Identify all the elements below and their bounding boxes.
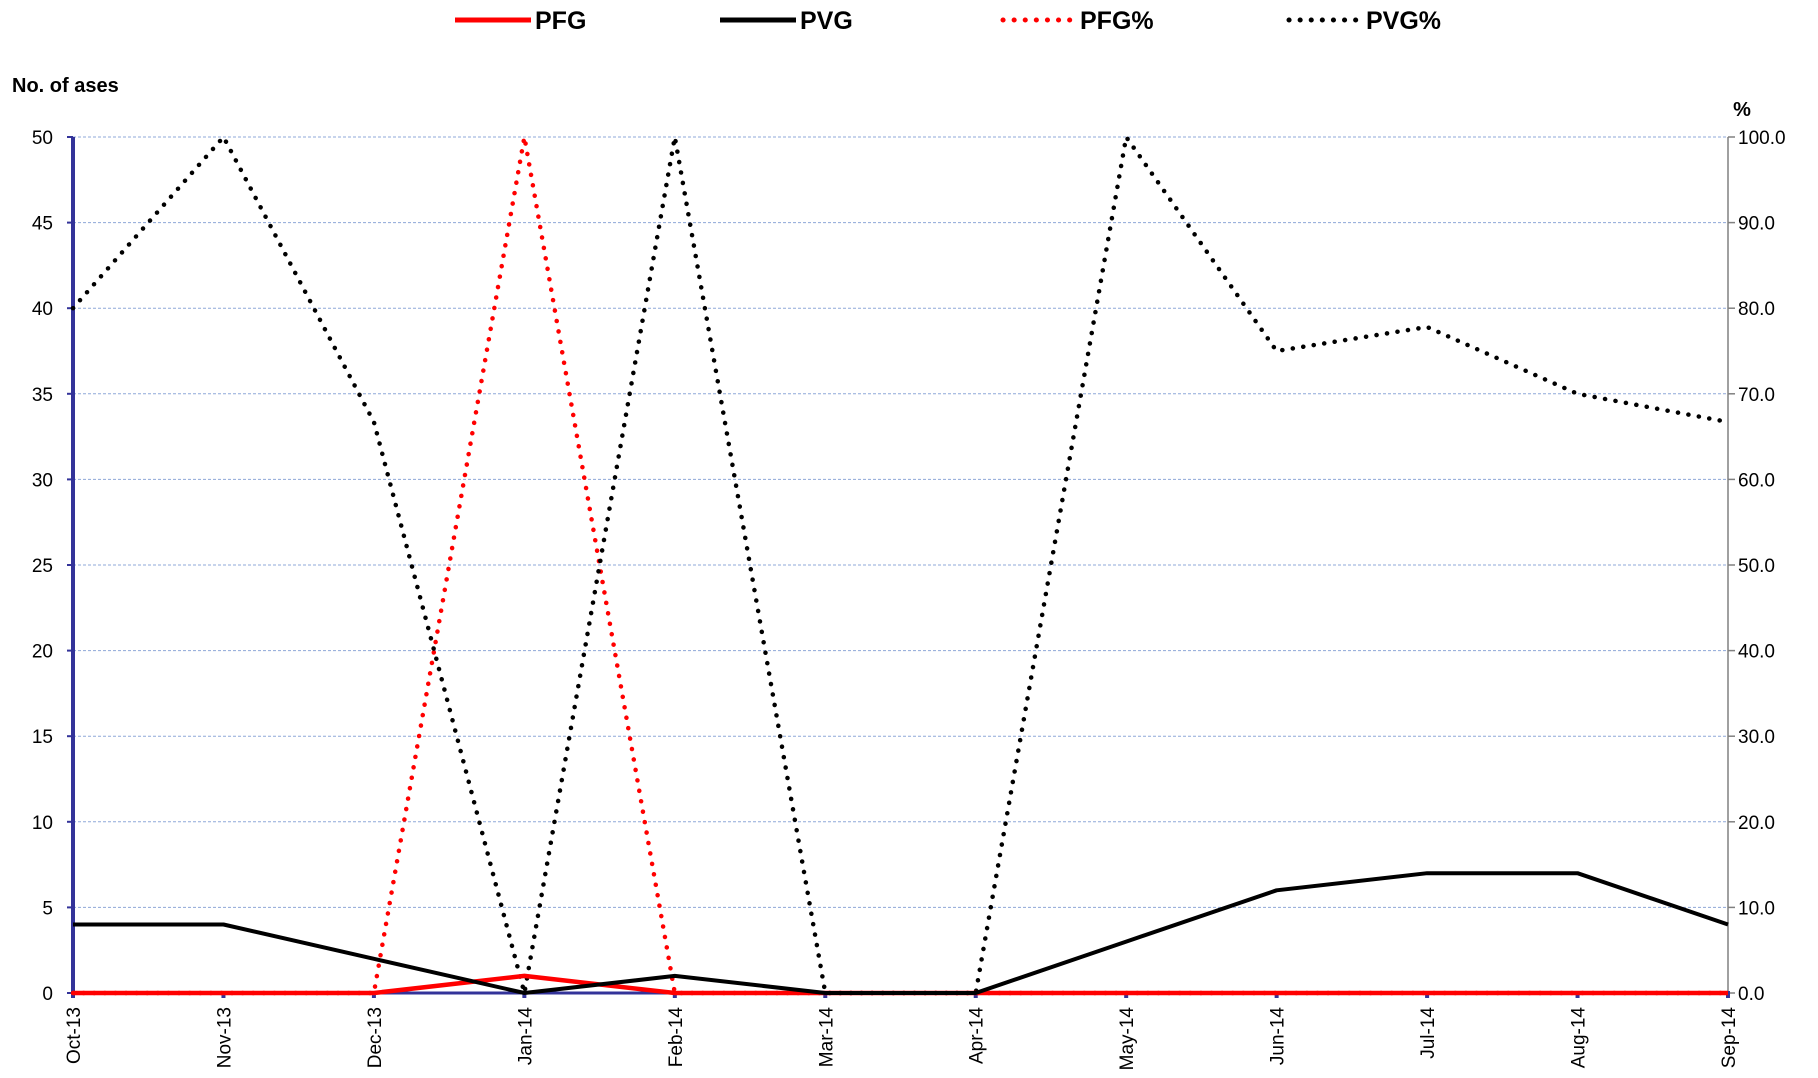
y2-tick-label: 0.0 bbox=[1738, 984, 1764, 1005]
x-tick-label: Nov-13 bbox=[214, 1007, 235, 1068]
y2-tick-label: 10.0 bbox=[1738, 898, 1775, 919]
y-tick-label: 0 bbox=[42, 984, 53, 1005]
series-lines bbox=[70, 131, 1731, 996]
y2-tick-label: 30.0 bbox=[1738, 727, 1775, 748]
series-line-pvg bbox=[73, 871, 1729, 995]
y-axis-title: No. of ases bbox=[12, 75, 119, 97]
x-tick-label: Aug-14 bbox=[1569, 1007, 1590, 1069]
series-line-pfg bbox=[73, 973, 1728, 996]
y-tick-label: 50 bbox=[32, 128, 53, 149]
y-tick-label: 25 bbox=[32, 556, 53, 577]
y2-tick-label: 90.0 bbox=[1738, 214, 1775, 235]
series-line-pvg-pct bbox=[70, 131, 1731, 996]
x-tick-label: Jul-14 bbox=[1418, 1007, 1439, 1059]
x-tick-label: Dec-13 bbox=[365, 1007, 386, 1068]
y-tick-label: 35 bbox=[32, 385, 53, 406]
y-tick-label: 10 bbox=[32, 813, 53, 834]
y2-tick-label: 60.0 bbox=[1738, 470, 1775, 491]
gridlines bbox=[73, 136, 1728, 994]
legend-label: PVG% bbox=[1366, 7, 1441, 35]
y-axis-ticks: 0 5 10 15 20 25 30 35 40 45 50 bbox=[32, 128, 73, 1005]
y-tick-label: 40 bbox=[32, 299, 53, 320]
x-tick-label: Mar-14 bbox=[816, 1007, 837, 1068]
x-tick-label: Jun-14 bbox=[1268, 1007, 1289, 1066]
x-tick-label: Jan-14 bbox=[515, 1007, 536, 1066]
y2-tick-label: 40.0 bbox=[1738, 642, 1775, 663]
y-tick-label: 15 bbox=[32, 727, 53, 748]
y2-tick-label: 80.0 bbox=[1738, 299, 1775, 320]
y-tick-label: 30 bbox=[32, 470, 53, 491]
legend-label: PFG% bbox=[1080, 7, 1154, 35]
legend-label: PVG bbox=[800, 7, 853, 35]
y2-axis-ticks: 0.0 10.0 20.0 30.0 40.0 50.0 60.0 70.0 80.0 90.0 1… bbox=[1728, 128, 1786, 1005]
y2-tick-label: 20.0 bbox=[1738, 813, 1775, 834]
y2-axis-title: % bbox=[1733, 99, 1751, 121]
y2-tick-label: 70.0 bbox=[1738, 385, 1775, 406]
x-tick-label: Feb-14 bbox=[666, 1007, 687, 1068]
y-tick-label: 20 bbox=[32, 642, 53, 663]
y-tick-label: 5 bbox=[42, 898, 53, 919]
y-tick-label: 45 bbox=[32, 214, 53, 235]
y2-tick-label: 100.0 bbox=[1738, 128, 1786, 149]
x-axis-ticks: Oct-13 Nov-13 Dec-13 Jan-14 Feb-14 Mar-14 Apr-… bbox=[64, 991, 1740, 1070]
x-tick-label: Apr-14 bbox=[967, 1007, 988, 1064]
legend: PFG PVG PFG% PVG% bbox=[455, 7, 1441, 35]
x-tick-label: May-14 bbox=[1117, 1007, 1138, 1071]
x-tick-label: Oct-13 bbox=[64, 1007, 85, 1064]
y2-tick-label: 50.0 bbox=[1738, 556, 1775, 577]
x-tick-label: Sep-14 bbox=[1719, 1007, 1740, 1069]
legend-label: PFG bbox=[535, 7, 586, 35]
